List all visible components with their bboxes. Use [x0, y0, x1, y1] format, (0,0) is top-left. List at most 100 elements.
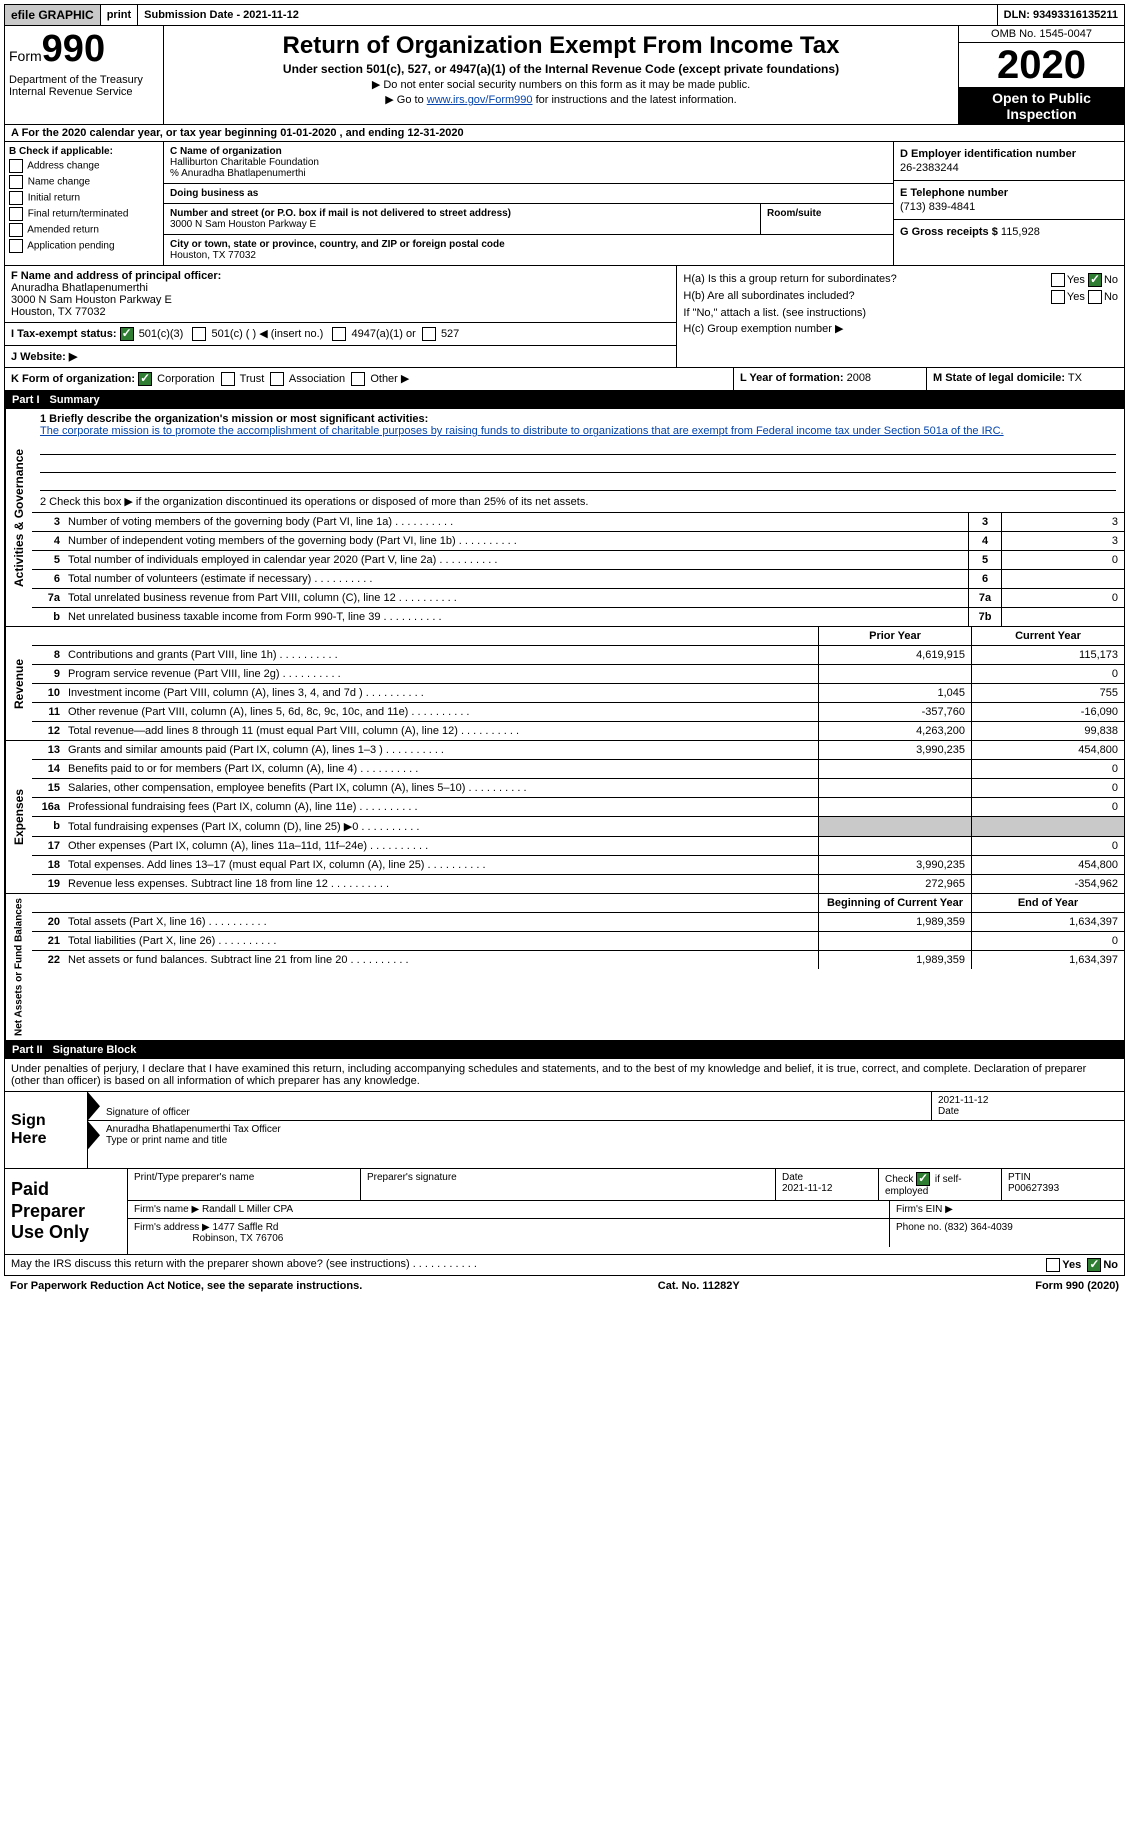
opt-other: Other ▶ [370, 373, 409, 385]
current-year-value: 0 [971, 837, 1124, 855]
check-self-employed[interactable] [916, 1172, 930, 1186]
exp-line: 18 Total expenses. Add lines 13–17 (must… [32, 856, 1124, 875]
may-no[interactable] [1087, 1258, 1101, 1272]
header-mid: Return of Organization Exempt From Incom… [164, 26, 958, 124]
officer-addr1: 3000 N Sam Houston Parkway E [11, 294, 172, 306]
check-assoc[interactable] [270, 372, 284, 386]
row-a-tax-year: A For the 2020 calendar year, or tax yea… [4, 125, 1125, 142]
ptin-label: PTIN [1008, 1172, 1031, 1183]
check-application-pending[interactable] [9, 239, 23, 253]
prior-year-value [818, 760, 971, 778]
line-number: 16a [32, 798, 64, 816]
current-year-value: -354,962 [971, 875, 1124, 893]
firm-phone-label: Phone no. [896, 1222, 942, 1233]
check-4947[interactable] [332, 327, 346, 341]
line-number: 17 [32, 837, 64, 855]
check-other[interactable] [351, 372, 365, 386]
tax-year: 2020 [959, 43, 1124, 88]
may-yes[interactable] [1046, 1258, 1060, 1272]
prep-sig-label: Preparer's signature [361, 1169, 776, 1200]
paid-preparer-label: Paid Preparer Use Only [5, 1169, 128, 1254]
ptin-value: P00627393 [1008, 1183, 1059, 1194]
line-text: Net unrelated business taxable income fr… [64, 608, 968, 626]
line-text: Total assets (Part X, line 16) [64, 913, 818, 931]
phone-value: (713) 839-4841 [900, 201, 1118, 213]
prior-year-value: 4,619,915 [818, 646, 971, 664]
ha-yes-lbl: Yes [1067, 274, 1085, 286]
print-button[interactable]: print [101, 5, 138, 25]
hb-no[interactable] [1088, 290, 1102, 304]
prior-year-value: -357,760 [818, 703, 971, 721]
arrow-icon [88, 1121, 100, 1149]
firm-addr1: 1477 Saffle Rd [213, 1222, 279, 1233]
rev-line: 9 Program service revenue (Part VIII, li… [32, 665, 1124, 684]
line-box: 5 [968, 551, 1001, 569]
street-address: 3000 N Sam Houston Parkway E [170, 219, 316, 230]
goto-post: for instructions and the latest informat… [533, 94, 737, 106]
col-prior-year: Prior Year [818, 627, 971, 645]
check-corp[interactable] [138, 372, 152, 386]
check-address-change[interactable] [9, 159, 23, 173]
opt-501c3: 501(c)(3) [139, 328, 184, 340]
form-990-page: efile GRAPHIC print Submission Date - 20… [0, 0, 1129, 1300]
paid-preparer-block: Paid Preparer Use Only Print/Type prepar… [4, 1169, 1125, 1255]
ha-no[interactable] [1088, 273, 1102, 287]
current-year-value [971, 817, 1124, 836]
irs-link[interactable]: www.irs.gov/Form990 [427, 94, 533, 106]
check-initial-return[interactable] [9, 191, 23, 205]
line-text: Grants and similar amounts paid (Part IX… [64, 741, 818, 759]
ssn-note: ▶ Do not enter social security numbers o… [172, 78, 950, 91]
goto-note: ▶ Go to www.irs.gov/Form990 for instruct… [172, 93, 950, 106]
line-number: 18 [32, 856, 64, 874]
current-year-value: 454,800 [971, 856, 1124, 874]
page-footer: For Paperwork Reduction Act Notice, see … [4, 1276, 1125, 1296]
line-number: 13 [32, 741, 64, 759]
prep-self-emp-label: Check if self-employed [885, 1174, 962, 1197]
check-final-return[interactable] [9, 207, 23, 221]
prior-year-value [818, 837, 971, 855]
line-number: 12 [32, 722, 64, 740]
exp-line: 17 Other expenses (Part IX, column (A), … [32, 837, 1124, 856]
sign-here-label: Sign Here [5, 1092, 88, 1168]
line-text: Revenue less expenses. Subtract line 18 … [64, 875, 818, 893]
mission-text: The corporate mission is to promote the … [40, 425, 1004, 437]
prior-year-value: 4,263,200 [818, 722, 971, 740]
box-h: H(a) Is this a group return for subordin… [677, 266, 1124, 367]
check-trust[interactable] [221, 372, 235, 386]
check-501c3[interactable] [120, 327, 134, 341]
hb-yes[interactable] [1051, 290, 1065, 304]
line-text: Total number of volunteers (estimate if … [64, 570, 968, 588]
domicile-label: M State of legal domicile: [933, 372, 1065, 384]
gov-line: 6 Total number of volunteers (estimate i… [32, 570, 1124, 589]
rev-line: 8 Contributions and grants (Part VIII, l… [32, 646, 1124, 665]
check-527[interactable] [422, 327, 436, 341]
ha-yes[interactable] [1051, 273, 1065, 287]
line-text: Contributions and grants (Part VIII, lin… [64, 646, 818, 664]
line-text: Total fundraising expenses (Part IX, col… [64, 817, 818, 836]
hb-label: H(b) Are all subordinates included? [683, 290, 854, 304]
opt-4947: 4947(a)(1) or [352, 328, 416, 340]
lbl-initial-return: Initial return [28, 193, 80, 204]
line-text: Program service revenue (Part VIII, line… [64, 665, 818, 683]
goto-pre: ▶ Go to [385, 94, 426, 106]
current-year-value: 454,800 [971, 741, 1124, 759]
box-f: F Name and address of principal officer:… [5, 266, 676, 323]
opt-501c: 501(c) ( ) ◀ (insert no.) [212, 328, 324, 340]
efile-graphic-button[interactable]: efile GRAPHIC [5, 5, 101, 25]
room-label: Room/suite [767, 208, 821, 219]
check-amended-return[interactable] [9, 223, 23, 237]
street-label: Number and street (or P.O. box if mail i… [170, 208, 511, 219]
rev-line: 10 Investment income (Part VIII, column … [32, 684, 1124, 703]
col-boy: Beginning of Current Year [818, 894, 971, 912]
irs-label: Internal Revenue Service [9, 86, 159, 98]
check-501c[interactable] [192, 327, 206, 341]
exp-line: 13 Grants and similar amounts paid (Part… [32, 741, 1124, 760]
sidetab-revenue: Revenue [5, 627, 32, 740]
prior-year-value: 1,045 [818, 684, 971, 702]
part1-title: Summary [50, 394, 100, 406]
part2-label: Part II [12, 1044, 43, 1056]
opt-527: 527 [441, 328, 459, 340]
check-name-change[interactable] [9, 175, 23, 189]
officer-name: Anuradha Bhatlapenumerthi [11, 282, 148, 294]
may-yes-lbl: Yes [1062, 1259, 1081, 1271]
